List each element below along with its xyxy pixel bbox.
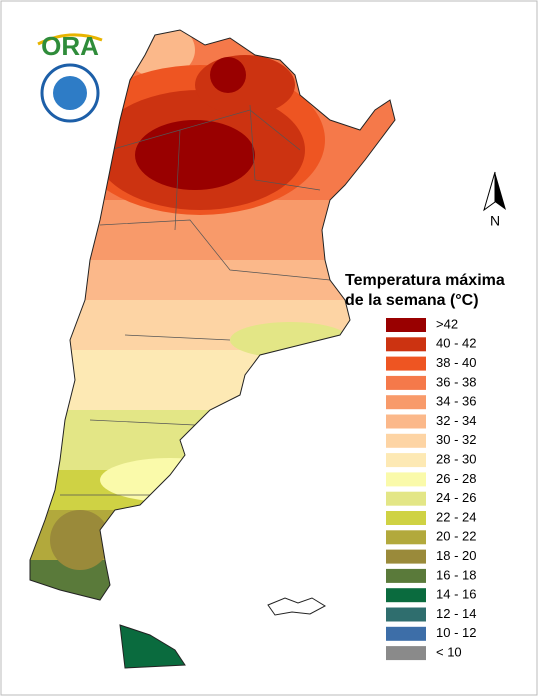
temperature-zone (50, 510, 110, 570)
temperature-zone (210, 57, 246, 93)
emblem-core (53, 76, 87, 110)
legend-swatch (386, 549, 426, 564)
legend-swatch (386, 375, 426, 390)
legend-label: < 10 (436, 645, 462, 660)
legend-label: 36 - 38 (436, 374, 476, 389)
logo-text: ORA (41, 31, 99, 61)
temperature-zone (195, 55, 295, 115)
legend-label: 12 - 14 (436, 606, 476, 621)
legend-label: >42 (436, 316, 458, 331)
legend-swatch (386, 530, 426, 545)
north-arrow: N (483, 171, 506, 229)
legend-swatch (386, 453, 426, 468)
legend-swatch (386, 511, 426, 525)
north-label: N (490, 213, 500, 229)
legend-swatch (386, 626, 426, 641)
legend-swatch (386, 433, 426, 448)
legend-label: 18 - 20 (436, 548, 476, 563)
legend-swatch (386, 395, 426, 410)
legend-swatch (386, 646, 426, 661)
legend-title: de la semana (°C) (345, 292, 479, 309)
legend-title: Temperatura máxima (345, 272, 505, 289)
legend-swatch (386, 491, 426, 506)
logo: ORA (37, 31, 103, 123)
legend-label: 22 - 24 (436, 509, 476, 524)
country-outline (29, 29, 396, 669)
legend-swatch (386, 472, 426, 487)
legend-swatch (386, 568, 426, 583)
legend-label: 10 - 12 (436, 625, 476, 640)
legend-label: 14 - 16 (436, 587, 476, 602)
legend-swatch (386, 318, 426, 332)
legend-swatch (386, 607, 426, 622)
legend-label: 30 - 32 (436, 432, 476, 447)
legend-label: 24 - 26 (436, 490, 476, 505)
legend-label: 32 - 34 (436, 413, 476, 428)
legend-label: 34 - 36 (436, 394, 476, 409)
legend-label: 40 - 42 (436, 336, 476, 351)
legend-label: 20 - 22 (436, 529, 476, 544)
legend-swatch (386, 414, 426, 429)
legend-label: 38 - 40 (436, 355, 476, 370)
legend-swatch (386, 588, 426, 603)
legend-label: 16 - 18 (436, 567, 476, 582)
legend-label: 28 - 30 (436, 452, 476, 467)
temperature-zone (135, 120, 255, 190)
legend: Temperatura máxima de la semana (°C) >42 40… (345, 272, 505, 661)
legend-swatch (386, 356, 426, 371)
legend-swatch (386, 337, 426, 352)
islands (267, 597, 327, 616)
legend-label: 26 - 28 (436, 471, 476, 486)
